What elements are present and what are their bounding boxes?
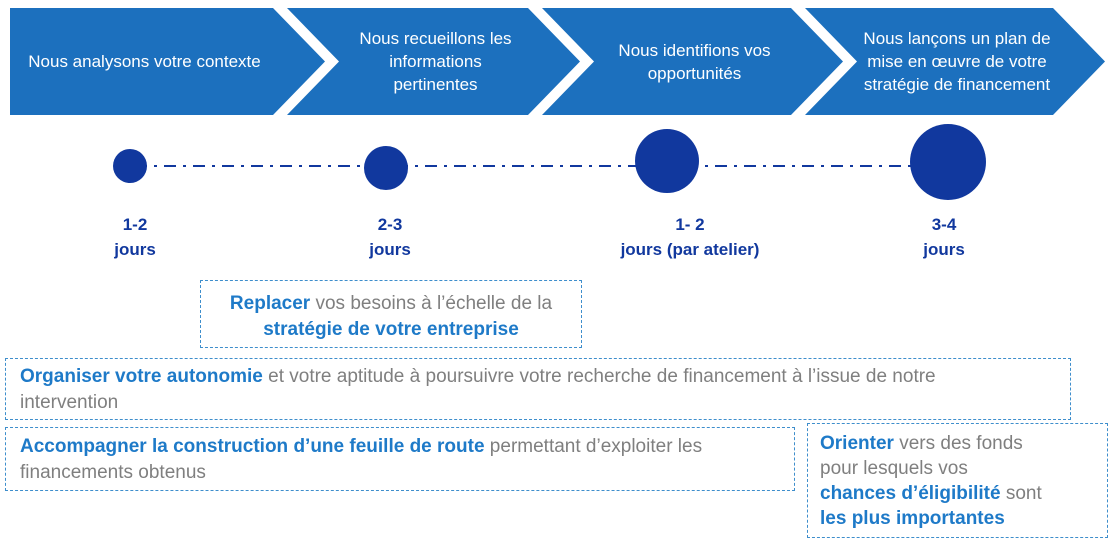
- process-step-2-label: Nous recueillons les informations pertin…: [359, 29, 512, 94]
- benefit-text-gray: financements obtenus: [20, 462, 206, 483]
- duration-4-unit: jours: [923, 240, 965, 259]
- process-step-3-chevron: Nous identifions vos opportunités: [542, 8, 843, 115]
- timeline-dot-3: [635, 129, 699, 193]
- duration-4-range: 3-4: [931, 215, 957, 234]
- benefit-text-bold: Orienter: [820, 433, 894, 454]
- process-step-3-label: Nous identifions vos opportunités: [618, 40, 771, 83]
- benefit-text-gray: permettant d’exploiter les: [484, 436, 703, 457]
- process-step-1-label: Nous analysons votre contexte: [28, 52, 261, 71]
- benefit-text-gray: intervention: [20, 392, 119, 413]
- benefit-text-bold: les plus importantes: [820, 508, 1005, 529]
- benefit-box-accompagner: Accompagner la construction d’une feuill…: [5, 427, 795, 491]
- duration-label-3: 1- 2 jours (par atelier): [570, 212, 810, 262]
- benefit-text-gray: pour lesquels vos: [820, 458, 968, 479]
- benefit-text-gray: sont: [1000, 483, 1042, 504]
- benefit-text-bold: stratégie de votre entreprise: [263, 319, 519, 340]
- benefit-text-bold: Accompagner la construction d’une feuill…: [20, 436, 485, 457]
- benefit-box-replacer: Replacer vos besoins à l’échelle de la st…: [200, 280, 582, 348]
- process-step-2-chevron: Nous recueillons les informations pertin…: [287, 8, 580, 115]
- duration-label-4: 3-4 jours: [894, 212, 994, 262]
- timeline-dot-4: [910, 124, 986, 200]
- benefit-text-bold: Organiser votre autonomie: [20, 366, 263, 387]
- benefit-text-gray: vos besoins à l’échelle de la: [310, 293, 553, 314]
- process-step-1-chevron: Nous analysons votre contexte: [10, 8, 325, 115]
- duration-2-unit: jours: [369, 240, 411, 259]
- duration-3-unit: jours (par atelier): [620, 240, 760, 259]
- timeline-dot-2: [364, 146, 408, 190]
- benefit-box-organiser: Organiser votre autonomie et votre aptit…: [5, 358, 1071, 420]
- duration-1-range: 1-2: [122, 215, 148, 234]
- duration-label-2: 2-3 jours: [340, 212, 440, 262]
- benefit-text-bold: Replacer: [229, 293, 311, 314]
- process-step-4-chevron: Nous lançons un plan de mise en œuvre de…: [805, 8, 1105, 115]
- benefit-text-gray: et votre aptitude à poursuivre votre rec…: [262, 366, 936, 387]
- duration-3-range: 1- 2: [675, 215, 705, 234]
- duration-label-1: 1-2 jours: [85, 212, 185, 262]
- duration-1-unit: jours: [114, 240, 156, 259]
- duration-2-range: 2-3: [377, 215, 403, 234]
- benefit-text-bold: chances d’éligibilité: [820, 483, 1001, 504]
- timeline-dot-1: [113, 149, 147, 183]
- benefit-box-orienter: Orienter vers des fonds pour lesquels vos…: [807, 423, 1108, 538]
- timeline-dashdot-line: [135, 165, 985, 167]
- process-step-4-label: Nous lançons un plan de mise en œuvre de…: [863, 29, 1051, 94]
- benefit-text-gray: vers des fonds: [893, 433, 1023, 454]
